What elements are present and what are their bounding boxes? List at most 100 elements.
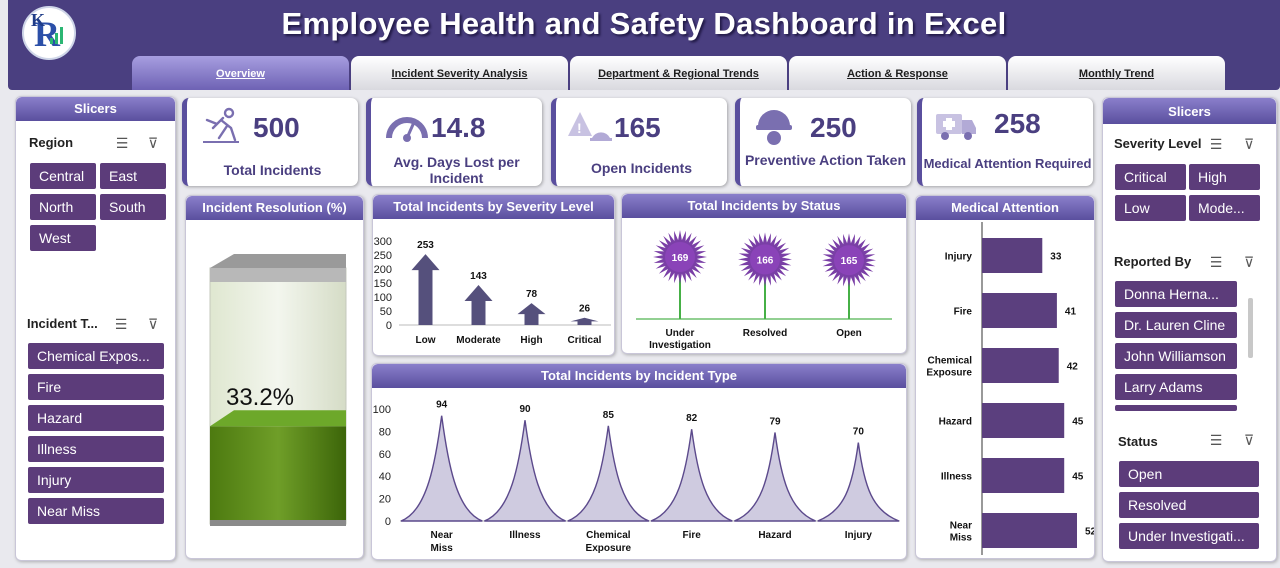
x-tick-label: High <box>520 335 542 346</box>
y-tick-label: 0 <box>386 320 392 332</box>
incident-type-illness[interactable]: Illness <box>28 436 164 462</box>
multi-select-icon[interactable]: ☰ <box>1209 254 1223 270</box>
data-label: 79 <box>769 417 781 428</box>
reported-by-scrollbar[interactable] <box>1248 298 1253 358</box>
incident-resolution-panel: Incident Resolution (%) 33.2% <box>185 195 364 559</box>
clear-filter-icon[interactable]: ⊽ <box>147 135 159 151</box>
reporter-john-williamson[interactable]: John Williamson <box>1115 343 1237 369</box>
kpi-value: 165 <box>614 112 661 143</box>
x-tick-label: Low <box>416 335 436 346</box>
multi-select-icon[interactable]: ☰ <box>1209 432 1223 448</box>
incident-type-chemical-exposure[interactable]: Chemical Expos... <box>28 343 164 369</box>
region-east[interactable]: East <box>100 163 166 189</box>
x-tick-label: Moderate <box>456 335 501 346</box>
incident-type-area <box>484 420 566 522</box>
kpi-value: 14.8 <box>431 112 486 143</box>
severity-slicer-label: Severity Level <box>1114 136 1202 151</box>
x-tick-label: Miss <box>431 543 454 554</box>
y-tick-label: Chemical <box>928 356 973 367</box>
y-tick-label: 40 <box>379 471 391 483</box>
clear-filter-icon[interactable]: ⊽ <box>1243 432 1255 448</box>
medical-attention-title: Medical Attention <box>916 196 1094 220</box>
left-slicer-title: Slicers <box>16 97 175 121</box>
right-slicer-title: Slicers <box>1103 98 1276 124</box>
incident-type-area <box>817 442 900 522</box>
gauge-icon <box>386 117 428 142</box>
medical-attention-bar <box>982 293 1057 328</box>
y-tick-label: Injury <box>945 252 973 263</box>
data-label: 70 <box>853 427 865 438</box>
incident-type-hazard[interactable]: Hazard <box>28 405 164 431</box>
status-under-investigation[interactable]: Under Investigati... <box>1119 523 1259 549</box>
severity-moderate[interactable]: Mode... <box>1189 195 1260 221</box>
x-tick-label: Open <box>836 328 862 339</box>
severity-high[interactable]: High <box>1189 164 1260 190</box>
region-west[interactable]: West <box>30 225 96 251</box>
tab-monthly-trend[interactable]: Monthly Trend <box>1008 56 1225 90</box>
medical-attention-bar <box>982 348 1059 383</box>
reporter-partial-item[interactable] <box>1115 405 1237 411</box>
tab-incident-severity-analysis[interactable]: Incident Severity Analysis <box>351 56 568 90</box>
reporter-lauren-cline[interactable]: Dr. Lauren Cline <box>1115 312 1237 338</box>
y-tick-label: 50 <box>380 306 392 318</box>
kpi-avg-days-lost: 14.8 Avg. Days Lost per Incident <box>366 98 542 186</box>
kpi-label: Preventive Action Taken <box>744 152 907 168</box>
multi-select-icon[interactable]: ☰ <box>115 135 129 151</box>
multi-select-icon[interactable]: ☰ <box>1209 136 1223 152</box>
status-slicer-label: Status <box>1118 434 1158 449</box>
kpi-value: 250 <box>810 112 857 143</box>
status-marker-core <box>834 245 864 276</box>
kpi-total-incidents: 500 Total Incidents <box>182 98 358 186</box>
incident-type-injury[interactable]: Injury <box>28 467 164 493</box>
resolution-percent: 33.2% <box>226 384 294 411</box>
medical-attention-bar <box>982 403 1065 438</box>
data-label: 52 <box>1085 527 1095 538</box>
medical-attention-bar <box>982 238 1043 273</box>
severity-low[interactable]: Low <box>1115 195 1186 221</box>
tab-action-response[interactable]: Action & Response <box>789 56 1006 90</box>
resolution-fill <box>210 426 346 524</box>
severity-arrow <box>517 303 546 325</box>
y-tick-label: Hazard <box>939 417 972 428</box>
clear-filter-icon[interactable]: ⊽ <box>147 316 159 332</box>
alarm-icon: ! <box>568 112 612 141</box>
kpi-label: Total Incidents <box>223 162 322 178</box>
svg-text:!: ! <box>577 120 582 136</box>
kpi-open-incidents: ! 165 Open Incidents <box>551 98 727 186</box>
incident-type-area <box>650 429 733 522</box>
kpi-label: Medical Attention Required <box>923 156 1092 171</box>
tab-overview[interactable]: Overview <box>132 56 349 90</box>
clear-filter-icon[interactable]: ⊽ <box>1243 136 1255 152</box>
falling-person-icon <box>203 107 239 143</box>
data-label: 41 <box>1065 307 1077 318</box>
multi-select-icon[interactable]: ☰ <box>114 316 128 332</box>
kpi-value: 258 <box>994 108 1041 139</box>
data-label: 78 <box>526 289 538 300</box>
medical-attention-bar <box>982 513 1077 548</box>
status-marker-core <box>665 242 695 272</box>
severity-critical[interactable]: Critical <box>1115 164 1186 190</box>
reporter-donna-hernandez[interactable]: Donna Herna... <box>1115 281 1237 307</box>
incident-type-chart-title: Total Incidents by Incident Type <box>372 364 906 388</box>
clear-filter-icon[interactable]: ⊽ <box>1243 254 1255 270</box>
x-tick-label: Illness <box>509 530 541 541</box>
y-tick-label: Fire <box>954 307 973 318</box>
y-tick-label: 80 <box>379 426 391 438</box>
incident-type-fire[interactable]: Fire <box>28 374 164 400</box>
status-resolved[interactable]: Resolved <box>1119 492 1259 518</box>
region-central[interactable]: Central <box>30 163 96 189</box>
tab-department-regional-trends[interactable]: Department & Regional Trends <box>570 56 787 90</box>
y-tick-label: 20 <box>379 494 391 506</box>
data-label: 94 <box>436 400 448 411</box>
region-slicer-label: Region <box>29 135 74 150</box>
region-north[interactable]: North <box>30 194 96 220</box>
x-tick-label: Injury <box>845 530 873 541</box>
y-tick-label: 300 <box>374 236 392 248</box>
y-tick-label: Illness <box>941 472 973 483</box>
incident-type-near-miss[interactable]: Near Miss <box>28 498 164 524</box>
region-south[interactable]: South <box>100 194 166 220</box>
reporter-larry-adams[interactable]: Larry Adams <box>1115 374 1237 400</box>
status-open[interactable]: Open <box>1119 461 1259 487</box>
data-label: 33 <box>1050 252 1062 263</box>
